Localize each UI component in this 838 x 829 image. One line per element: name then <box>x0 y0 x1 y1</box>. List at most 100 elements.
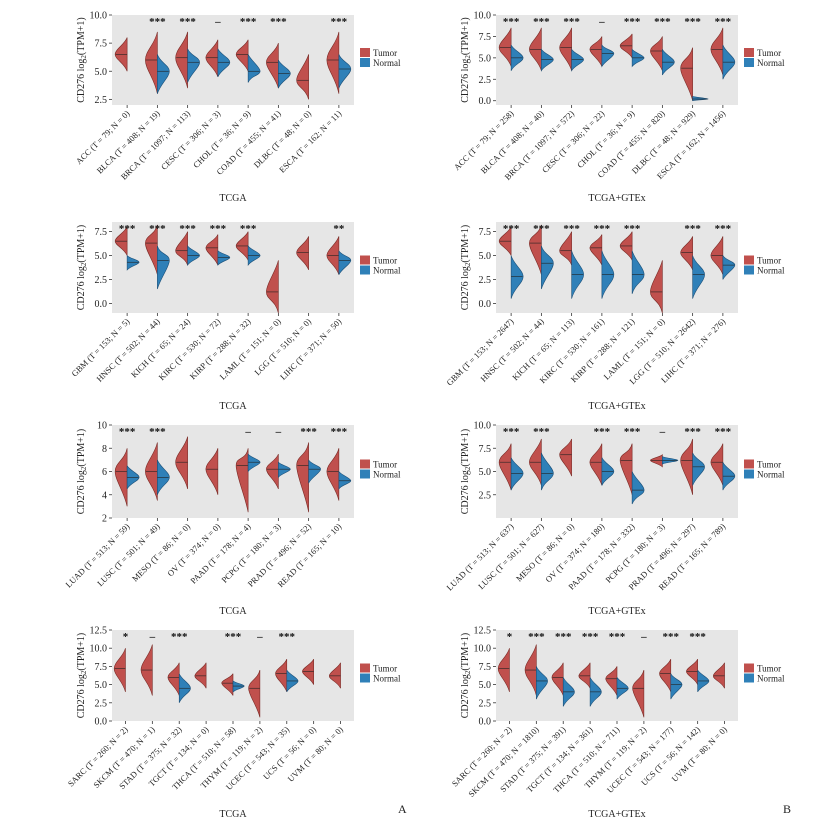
normal-violin <box>217 48 231 78</box>
y-tick-label: 2.5 <box>479 698 492 709</box>
y-tick-label: 7.5 <box>95 662 108 673</box>
normal-violin <box>338 250 352 275</box>
legend-tumor-label: Tumor <box>373 48 397 58</box>
y-tick-label: 7.5 <box>95 39 108 50</box>
significance-label: – <box>598 16 605 28</box>
normal-violin <box>232 680 245 693</box>
significance-label: *** <box>528 631 545 643</box>
legend-tumor-swatch <box>744 459 754 469</box>
tumor-violin <box>589 36 603 67</box>
y-axis-label: CD276 log2(TPM+1) <box>460 429 472 515</box>
normal-violin <box>692 255 705 299</box>
legend-normal-swatch <box>744 673 754 683</box>
significance-label: *** <box>179 16 196 28</box>
tumor-violin <box>710 27 724 76</box>
x-axis-label: TCGA <box>219 809 247 820</box>
tumor-violin <box>221 673 234 696</box>
legend-normal-label: Normal <box>757 58 785 68</box>
tumor-violin <box>680 438 693 495</box>
legend-normal-swatch <box>360 673 370 683</box>
significance-label: *** <box>533 223 550 235</box>
tumor-violin <box>266 453 279 490</box>
tumor-violin <box>205 39 219 77</box>
tumor-violin <box>559 27 572 71</box>
x-axis-label: TCGA <box>219 606 247 617</box>
y-tick-label: 0.0 <box>479 717 492 728</box>
normal-violin <box>670 673 683 700</box>
legend-tumor-swatch <box>360 459 370 469</box>
tumor-violin <box>205 234 219 266</box>
y-tick-label: 0.0 <box>479 299 492 310</box>
normal-violin <box>510 255 524 299</box>
normal-violin <box>541 452 554 491</box>
normal-violin <box>541 48 554 72</box>
normal-violin <box>631 471 645 505</box>
significance-label: *** <box>624 223 641 235</box>
normal-violin <box>536 666 548 700</box>
legend-normal-label: Normal <box>757 674 785 684</box>
y-tick-label: 8 <box>102 444 107 455</box>
tumor-violin <box>686 658 698 685</box>
significance-label: *** <box>654 16 671 28</box>
legend-normal-swatch <box>360 58 370 67</box>
x-axis-label: TCGA+GTEx <box>588 193 645 204</box>
normal-violin <box>510 457 524 491</box>
significance-label: *** <box>533 426 550 438</box>
y-tick-label: 5.0 <box>479 251 492 262</box>
y-axis-label: CD276 log2(TPM+1) <box>76 633 88 719</box>
significance-label: *** <box>279 631 296 643</box>
tumor-violin <box>175 31 188 89</box>
significance-label: – <box>256 631 263 643</box>
tumor-violin <box>680 47 693 101</box>
tumor-violin <box>326 448 340 501</box>
x-tick-label: OV (T = 374; N = 0) <box>165 521 222 578</box>
x-axis-label: TCGA <box>219 401 247 412</box>
normal-violin <box>692 96 709 102</box>
y-tick-label: 5.0 <box>95 680 108 691</box>
significance-label: *** <box>225 631 242 643</box>
tumor-violin <box>167 662 180 696</box>
x-tick-label: ACC (T = 79; N = 0) <box>74 108 132 166</box>
normal-violin <box>157 54 170 94</box>
legend-tumor-label: Tumor <box>757 256 781 266</box>
x-tick-label: DLBC (T = 48; N = 0) <box>252 108 314 170</box>
significance-label: *** <box>503 426 520 438</box>
tumor-violin <box>175 231 188 266</box>
y-tick-label: 10.0 <box>474 644 492 655</box>
y-tick-label: 0.0 <box>479 96 492 107</box>
normal-violin <box>722 255 736 280</box>
significance-label: *** <box>149 426 166 438</box>
tumor-violin <box>650 260 663 314</box>
significance-label: – <box>659 426 666 438</box>
y-tick-label: 0.0 <box>95 717 108 728</box>
x-axis-label: TCGA <box>219 193 247 204</box>
x-axis-label: TCGA+GTEx <box>588 606 645 617</box>
panel-label-b: B <box>783 802 792 816</box>
y-axis-label: CD276 log2(TPM+1) <box>460 633 472 719</box>
y-tick-label: 5.0 <box>479 53 492 64</box>
normal-violin <box>601 43 615 68</box>
tumor-violin <box>498 443 512 491</box>
significance-label: *** <box>533 16 550 28</box>
normal-violin <box>692 452 705 486</box>
tumor-violin <box>194 662 207 689</box>
significance-label: *** <box>240 16 257 28</box>
legend-normal-label: Normal <box>373 58 401 68</box>
y-tick-label: 0.0 <box>95 299 108 310</box>
significance-label: – <box>149 631 156 643</box>
significance-label: *** <box>715 426 732 438</box>
legend-tumor-swatch <box>744 663 754 673</box>
significance-label: *** <box>715 223 732 235</box>
significance-label: ** <box>333 223 345 235</box>
legend-normal-label: Normal <box>757 266 785 276</box>
significance-label: – <box>275 426 282 438</box>
significance-label: *** <box>582 631 599 643</box>
tumor-violin <box>619 443 633 495</box>
